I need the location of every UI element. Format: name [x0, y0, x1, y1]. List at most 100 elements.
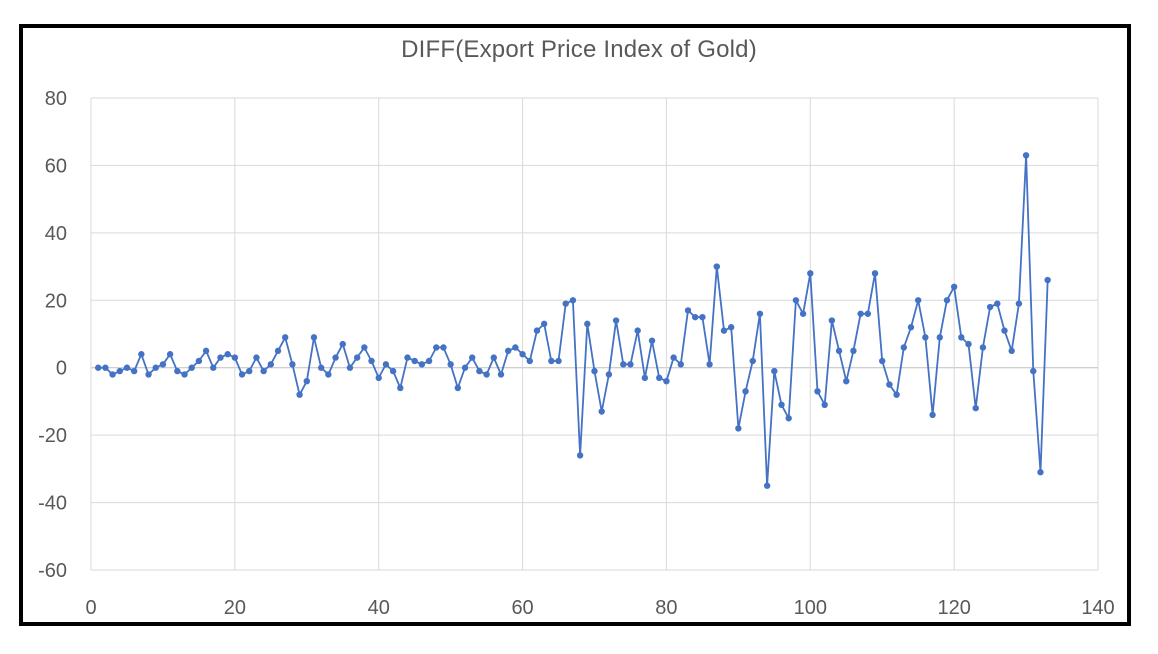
data-point — [512, 344, 519, 351]
data-point — [274, 347, 282, 355]
data-point — [886, 381, 893, 388]
data-point — [210, 364, 217, 371]
data-point — [152, 364, 159, 371]
data-point — [166, 351, 174, 358]
data-point — [526, 357, 533, 365]
data-point — [663, 378, 670, 385]
data-point — [785, 415, 792, 422]
data-point — [353, 354, 361, 361]
data-point — [670, 354, 677, 361]
data-point — [397, 384, 404, 392]
data-point — [986, 303, 994, 311]
data-point — [145, 371, 152, 378]
data-point — [94, 364, 102, 371]
data-point — [749, 357, 756, 365]
data-point — [943, 297, 951, 304]
data-point — [325, 371, 332, 378]
data-point — [317, 364, 325, 371]
data-point — [562, 300, 569, 307]
data-point — [684, 307, 692, 314]
data-point — [814, 388, 821, 395]
data-point — [454, 384, 462, 392]
data-point — [296, 391, 303, 398]
y-tick-label: 0 — [56, 358, 67, 380]
data-point — [850, 347, 857, 355]
data-point — [879, 357, 886, 365]
data-point — [238, 371, 246, 378]
y-tick-label: -20 — [38, 425, 67, 447]
data-point — [1037, 469, 1044, 476]
data-point — [605, 371, 613, 378]
data-point — [612, 317, 620, 324]
x-tick-label: 20 — [224, 597, 246, 619]
data-point — [123, 364, 131, 371]
data-point — [310, 334, 318, 341]
data-point — [174, 367, 181, 375]
data-point — [677, 361, 685, 368]
x-tick-label: 80 — [655, 597, 677, 619]
data-point — [706, 361, 713, 368]
data-point — [656, 374, 663, 382]
data-point — [361, 344, 368, 351]
data-point — [828, 317, 836, 324]
x-tick-label: 140 — [1081, 597, 1114, 619]
data-point — [771, 367, 778, 375]
x-tick-label: 100 — [794, 597, 827, 619]
data-point — [756, 310, 764, 317]
data-point — [497, 371, 505, 378]
data-point — [260, 367, 267, 375]
data-point — [339, 340, 346, 348]
data-point — [519, 351, 526, 358]
data-point — [540, 320, 548, 328]
data-point — [246, 367, 253, 375]
data-point — [936, 334, 943, 341]
data-point — [648, 337, 656, 344]
data-point — [958, 334, 965, 341]
data-point — [404, 354, 411, 361]
data-point — [929, 411, 936, 419]
data-point — [965, 340, 972, 348]
x-tick-label: 60 — [511, 597, 533, 619]
data-point — [253, 354, 260, 361]
y-tick-label: 80 — [45, 88, 67, 110]
data-point — [893, 391, 900, 398]
data-point — [576, 452, 584, 459]
data-point — [900, 344, 907, 351]
data-point — [555, 357, 562, 365]
data-point — [778, 401, 785, 408]
data-point — [332, 354, 339, 361]
data-point — [548, 357, 555, 365]
data-point — [130, 367, 138, 375]
x-tick-label: 120 — [937, 597, 970, 619]
data-point — [447, 361, 454, 368]
data-point — [267, 361, 275, 368]
data-point — [425, 357, 433, 365]
data-point — [346, 364, 354, 371]
data-point — [634, 327, 641, 334]
data-point — [159, 361, 167, 368]
chart-title: DIFF(Export Price Index of Gold) — [401, 36, 757, 63]
data-point — [382, 361, 390, 368]
data-point — [282, 334, 289, 341]
data-point — [591, 367, 598, 375]
data-point — [504, 347, 512, 355]
data-point — [699, 313, 706, 321]
data-point — [742, 388, 749, 395]
y-tick-label: 20 — [45, 290, 67, 312]
data-point — [411, 357, 418, 365]
data-point — [1030, 367, 1037, 375]
data-point — [620, 361, 627, 368]
data-point — [1008, 347, 1015, 355]
data-point — [303, 378, 310, 385]
data-point — [792, 297, 800, 304]
data-point — [224, 351, 231, 358]
data-point — [569, 297, 577, 304]
series-line — [98, 154, 1049, 487]
data-point — [138, 351, 145, 358]
data-point — [102, 364, 109, 371]
data-point — [202, 347, 210, 355]
data-point — [1022, 152, 1030, 159]
data-point — [835, 347, 843, 355]
data-point — [188, 364, 195, 371]
data-point — [720, 327, 728, 334]
